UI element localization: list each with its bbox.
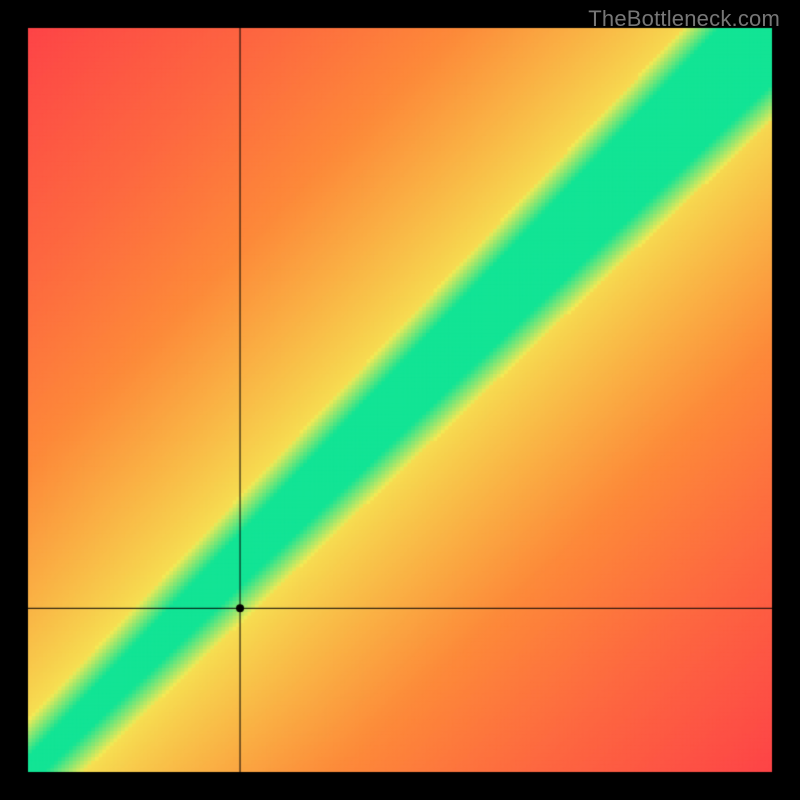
heatmap-chart <box>0 0 800 800</box>
watermark-text: TheBottleneck.com <box>588 6 780 32</box>
